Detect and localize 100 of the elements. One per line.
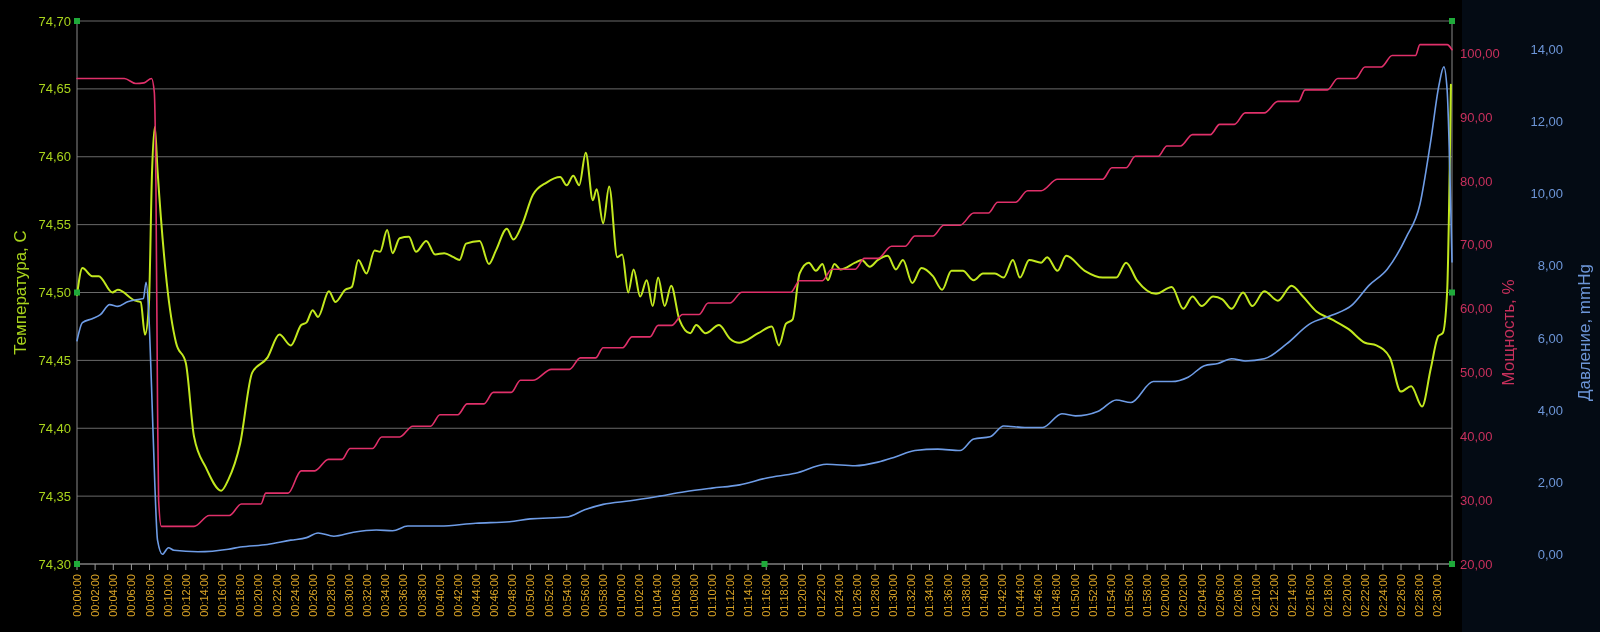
y-tick-label: 74,65 xyxy=(38,81,71,97)
y-tick-label: 74,50 xyxy=(38,285,71,300)
x-tick-label: 02:20:00 xyxy=(1340,574,1353,617)
y2-tick-label: 90,00 xyxy=(1460,109,1493,125)
x-tick-label: 00:10:00 xyxy=(161,574,174,617)
x-tick-label: 02:24:00 xyxy=(1376,574,1389,617)
x-tick-label: 01:56:00 xyxy=(1122,574,1135,617)
line-series xyxy=(76,83,1452,492)
x-tick-label: 00:12:00 xyxy=(179,574,192,617)
y2-tick-label: 100,00 xyxy=(1460,46,1500,62)
x-tick-label: 02:04:00 xyxy=(1195,574,1208,617)
x-tick-label: 00:36:00 xyxy=(397,574,410,617)
x-tick-label: 01:50:00 xyxy=(1068,574,1081,617)
x-tick-label: 01:04:00 xyxy=(651,574,664,617)
x-tick-label: 01:12:00 xyxy=(723,574,736,617)
x-tick-label: 01:02:00 xyxy=(633,574,646,617)
y-tick-label: 74,70 xyxy=(38,13,71,29)
y3-tick-label: 2,00 xyxy=(1537,475,1563,491)
y-tick-label: 74,45 xyxy=(38,352,71,368)
x-tick-label: 02:14:00 xyxy=(1286,574,1299,617)
x-tick-label: 00:28:00 xyxy=(324,574,337,617)
x-tick-label: 01:48:00 xyxy=(1050,574,1063,617)
x-tick-label: 00:44:00 xyxy=(470,574,483,617)
y2-tick-label: 50,00 xyxy=(1460,365,1493,381)
y3-axis-title: Давление, mmHg xyxy=(1574,264,1594,401)
x-tick-label: 00:24:00 xyxy=(288,574,301,617)
x-tick-label: 01:58:00 xyxy=(1141,574,1154,617)
x-tick-label: 01:34:00 xyxy=(923,574,936,617)
x-tick-label: 01:54:00 xyxy=(1104,574,1117,617)
x-tick-label: 01:38:00 xyxy=(959,574,972,617)
y2-tick-label: 60,00 xyxy=(1460,301,1493,317)
x-tick-label: 01:30:00 xyxy=(887,574,900,617)
x-tick-label: 01:14:00 xyxy=(742,574,755,617)
x-tick-label: 01:16:00 xyxy=(760,574,773,617)
x-tick-label: 02:26:00 xyxy=(1395,574,1408,617)
x-tick-label: 00:08:00 xyxy=(143,574,156,617)
x-tick-label: 02:16:00 xyxy=(1304,574,1317,617)
x-tick-label: 02:10:00 xyxy=(1249,574,1262,617)
x-tick-label: 00:52:00 xyxy=(542,574,555,617)
x-tick-label: 01:42:00 xyxy=(996,574,1009,617)
x-tick-label: 00:50:00 xyxy=(524,574,537,617)
x-tick-label: 01:28:00 xyxy=(869,574,882,617)
y-tick-label: 74,60 xyxy=(38,149,71,165)
x-tick-label: 01:08:00 xyxy=(687,574,700,617)
x-tick-label: 00:00:00 xyxy=(71,574,83,617)
x-tick-label: 00:54:00 xyxy=(560,574,573,617)
x-tick-label: 02:12:00 xyxy=(1268,574,1281,617)
x-tick-label: 02:28:00 xyxy=(1413,574,1426,617)
x-tick-label: 00:04:00 xyxy=(107,574,120,617)
y-tick-label: 74,55 xyxy=(38,217,71,233)
x-tick-label: 00:38:00 xyxy=(415,574,428,617)
x-tick-label: 01:26:00 xyxy=(850,574,863,617)
x-tick-label: 00:16:00 xyxy=(216,574,229,617)
y3-tick-label: 4,00 xyxy=(1537,402,1563,418)
x-tick-label: 01:20:00 xyxy=(796,574,809,617)
x-tick-label: 01:10:00 xyxy=(705,574,718,617)
x-tick-label: 01:36:00 xyxy=(941,574,954,617)
x-tick-label: 00:22:00 xyxy=(270,574,283,617)
x-tick-label: 00:32:00 xyxy=(361,574,374,617)
x-tick-label: 00:46:00 xyxy=(488,574,501,617)
x-tick-label: 02:06:00 xyxy=(1213,574,1226,617)
y-axis-title: Температура, С xyxy=(10,230,30,355)
x-tick-label: 02:08:00 xyxy=(1231,574,1244,617)
y3-tick-label: 12,00 xyxy=(1530,113,1563,129)
x-tick-label: 00:20:00 xyxy=(252,574,265,617)
y2-axis-title: Мощность, % xyxy=(1498,279,1518,386)
x-tick-label: 02:02:00 xyxy=(1177,574,1190,617)
x-tick-label: 00:48:00 xyxy=(506,574,519,617)
x-tick-label: 01:32:00 xyxy=(905,574,918,617)
y3-tick-label: 8,00 xyxy=(1537,258,1563,274)
x-tick-label: 01:40:00 xyxy=(977,574,990,617)
x-tick-label: 00:02:00 xyxy=(89,574,102,617)
x-tick-label: 00:18:00 xyxy=(234,574,247,617)
x-tick-label: 00:26:00 xyxy=(306,574,319,617)
y-tick-label: 74,35 xyxy=(38,488,71,504)
x-tick-label: 00:34:00 xyxy=(379,574,392,617)
y2-tick-label: 40,00 xyxy=(1460,428,1493,444)
y-tick-label: 74,30 xyxy=(38,556,71,572)
y2-tick-label: 70,00 xyxy=(1460,237,1493,253)
x-tick-label: 00:06:00 xyxy=(125,574,138,617)
x-tick-label: 01:22:00 xyxy=(814,574,827,617)
y3-tick-label: 14,00 xyxy=(1530,41,1563,57)
x-tick-label: 01:44:00 xyxy=(1014,574,1027,617)
x-tick-label: 02:18:00 xyxy=(1322,574,1335,617)
x-tick-label: 00:40:00 xyxy=(433,574,446,617)
y3-tick-label: 6,00 xyxy=(1537,330,1563,346)
x-tick-label: 01:52:00 xyxy=(1086,574,1099,617)
x-tick-label: 00:42:00 xyxy=(451,574,464,617)
x-tick-label: 01:06:00 xyxy=(669,574,682,617)
y3-tick-label: 0,00 xyxy=(1537,547,1563,563)
y2-tick-label: 30,00 xyxy=(1460,492,1493,508)
x-tick-label: 00:58:00 xyxy=(597,574,609,617)
x-tick-label: 02:30:00 xyxy=(1431,574,1444,617)
x-tick-label: 02:22:00 xyxy=(1358,574,1371,617)
y-tick-label: 74,40 xyxy=(38,420,71,436)
x-tick-label: 02:00:00 xyxy=(1159,574,1172,617)
x-tick-label: 01:24:00 xyxy=(832,574,845,617)
x-tick-label: 01:00:00 xyxy=(615,574,628,617)
y2-tick-label: 20,00 xyxy=(1460,556,1493,572)
x-tick-label: 00:30:00 xyxy=(343,574,356,617)
